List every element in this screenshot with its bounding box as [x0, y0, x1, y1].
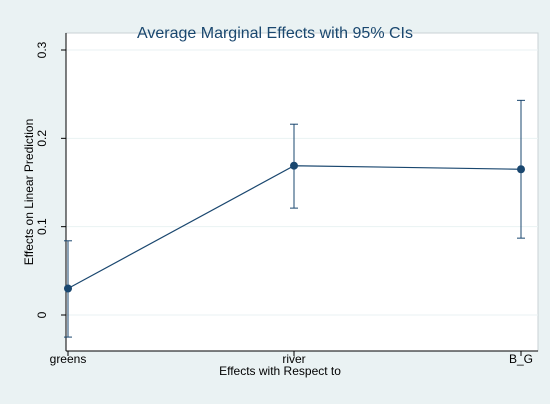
y-tick-label: 0.2 — [35, 130, 49, 147]
y-tick-label: 0 — [35, 311, 49, 318]
y-axis-title: Effects on Linear Prediction — [22, 119, 36, 266]
data-point — [64, 284, 72, 293]
data-point — [517, 165, 525, 174]
chart-title: Average Marginal Effects with 95% CIs — [137, 25, 413, 42]
y-tick-label: 0.1 — [35, 218, 49, 235]
plot-area — [65, 32, 539, 352]
ticks: 0 0.1 0.2 0.3 greens river B_G — [35, 41, 533, 366]
axes — [65, 33, 538, 352]
data-point — [290, 161, 298, 170]
grid-lines — [66, 49, 538, 316]
x-tick-label: B_G — [509, 352, 533, 366]
x-tick-label: greens — [50, 352, 87, 366]
y-tick-label: 0.3 — [35, 41, 49, 58]
x-tick-label: river — [282, 352, 305, 366]
x-axis-title: Effects with Respect to — [219, 364, 341, 378]
series-marks — [64, 99, 525, 338]
